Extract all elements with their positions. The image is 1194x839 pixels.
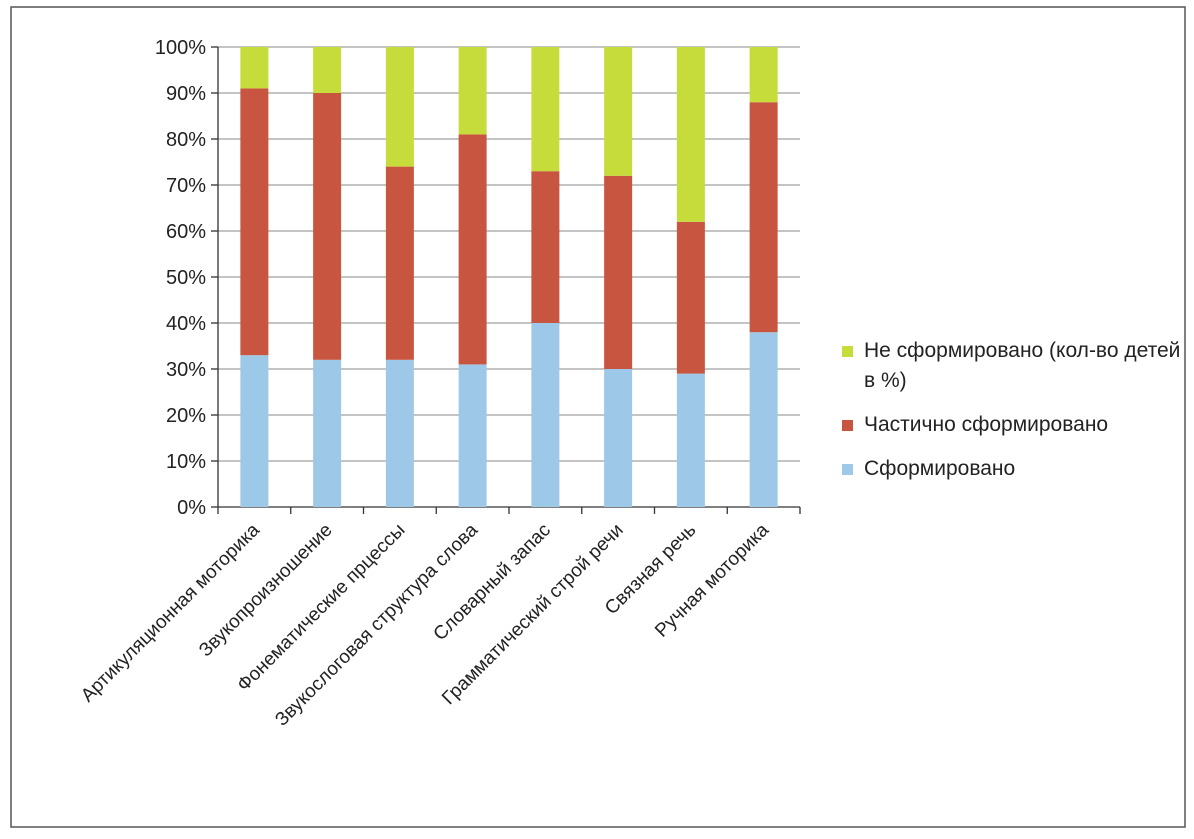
bar-segment-partially-formed (240, 88, 269, 356)
bar-segment-partially-formed (531, 171, 560, 323)
y-tick-label: 50% (166, 267, 206, 289)
x-category-label: Звукопроизношение (195, 520, 336, 661)
bar-segment-not-formed (531, 47, 560, 172)
stacked-bar-chart: 0%10%20%30%40%50%60%70%80%90%100%Артикул… (10, 6, 1186, 828)
bar-segment-not-formed (604, 47, 633, 176)
y-tick-label: 30% (166, 359, 206, 381)
y-tick-label: 0% (177, 497, 206, 519)
bar-segment-not-formed (240, 47, 269, 89)
bar-segment-formed (458, 364, 487, 507)
bar-segment-formed (604, 369, 633, 507)
legend-label-formed: Сформировано (864, 457, 1016, 480)
y-tick-label: 60% (166, 221, 206, 243)
legend-label-partially-formed: Частично сформировано (864, 413, 1109, 436)
legend-item-not-formed: Не сформировано (кол-во детей в %) (838, 336, 1188, 396)
y-tick-label: 20% (166, 405, 206, 427)
bar-segment-partially-formed (676, 221, 705, 374)
legend-swatch-formed (842, 464, 853, 475)
y-tick-label: 70% (166, 175, 206, 197)
bar-segment-formed (385, 359, 414, 507)
chart-legend: Не сформировано (кол-во детей в %) Части… (838, 336, 1188, 498)
bar-segment-not-formed (385, 47, 414, 167)
legend-item-partially-formed: Частично сформировано (838, 410, 1188, 440)
y-tick-label: 80% (166, 129, 206, 151)
chart-border (10, 6, 1186, 828)
y-tick-label: 40% (166, 313, 206, 335)
bar-segment-partially-formed (385, 166, 414, 360)
bar-segment-partially-formed (749, 102, 778, 333)
bar-segment-not-formed (313, 47, 342, 93)
bar-segment-formed (531, 323, 560, 507)
bar-segment-formed (240, 355, 269, 507)
legend-swatch-partially-formed (842, 420, 853, 431)
chart-frame: 0% 10% 20% 30% 40% 50% 60% 70% 80% 90% 100% Артикул… (10, 6, 1186, 828)
legend-item-formed: Сформировано (838, 454, 1188, 484)
bar-segment-formed (749, 332, 778, 507)
bar-segment-formed (313, 359, 342, 507)
legend-label-not-formed: Не сформировано (кол-во детей в %) (864, 339, 1181, 392)
bar-segment-partially-formed (604, 175, 633, 369)
y-tick-label: 100% (155, 37, 206, 59)
legend-swatch-not-formed (842, 346, 853, 357)
y-tick-label: 90% (166, 83, 206, 105)
bar-segment-not-formed (676, 47, 705, 222)
bar-segment-partially-formed (313, 93, 342, 360)
y-tick-label: 10% (166, 451, 206, 473)
bar-segment-not-formed (458, 47, 487, 135)
bar-segment-partially-formed (458, 134, 487, 365)
bar-segment-not-formed (749, 47, 778, 103)
bar-segment-formed (676, 373, 705, 507)
